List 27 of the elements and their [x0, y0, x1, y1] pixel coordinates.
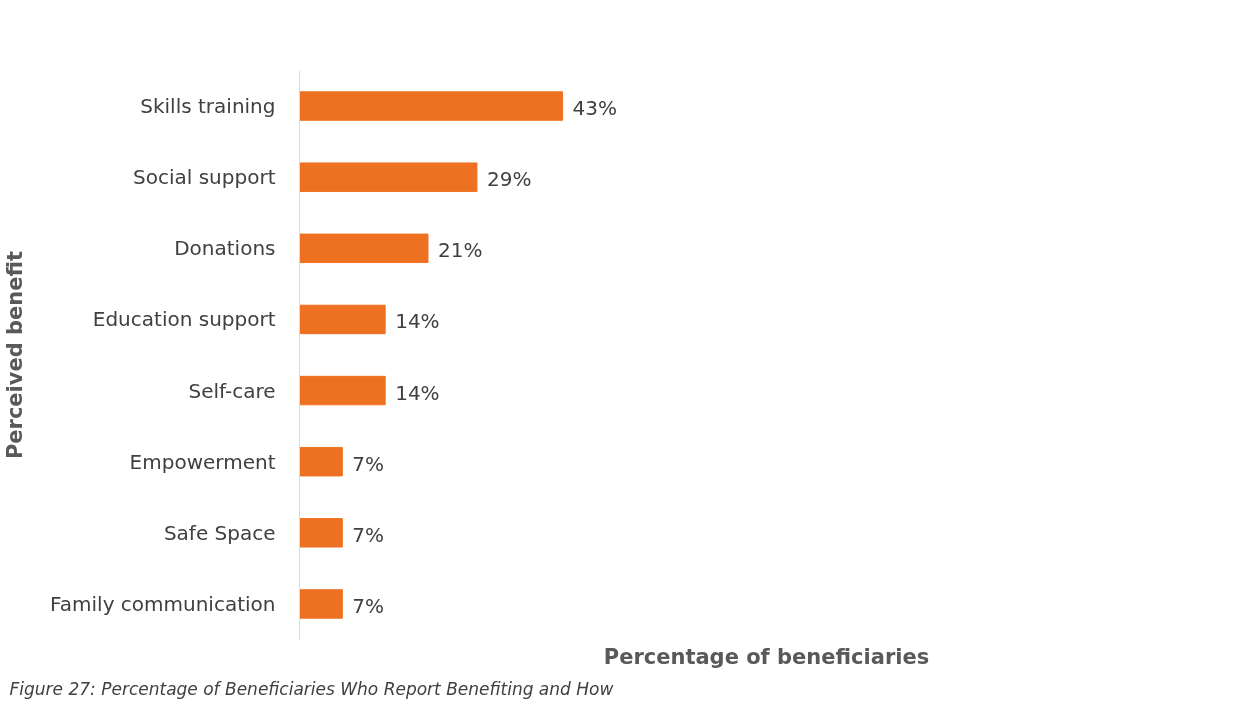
data-label: 7%	[352, 593, 385, 618]
bar	[299, 304, 386, 335]
x-axis-title: Percentage of beneficiaries	[603, 644, 930, 669]
data-label: 7%	[352, 522, 385, 547]
y-tick-label: Family communication	[50, 591, 276, 616]
y-tick-label: Education support	[92, 307, 276, 332]
y-tick-label: Empowerment	[129, 449, 276, 474]
bar	[299, 518, 343, 548]
data-label: 21%	[437, 238, 483, 263]
y-tick-label: Safe Space	[163, 520, 276, 545]
data-label: 7%	[352, 451, 385, 476]
y-tick-label: Donations	[174, 236, 276, 261]
bar	[299, 162, 478, 192]
data-label: 14%	[395, 309, 440, 334]
bar	[299, 589, 343, 619]
y-axis-title: Perceived benefit	[3, 250, 28, 460]
data-label: 29%	[486, 167, 532, 192]
data-label: 43%	[572, 96, 618, 121]
bar	[299, 375, 386, 406]
bar	[299, 233, 429, 264]
bar	[299, 446, 343, 477]
bar	[299, 91, 564, 121]
y-tick-label: Skills training	[140, 94, 276, 119]
y-tick-label: Self-care	[188, 378, 276, 403]
y-tick-label: Social support	[133, 165, 276, 190]
caption: Figure 27: Percentage of Beneficiaries Who Report Benefiting and How	[9, 678, 614, 699]
data-label: 14%	[395, 380, 440, 405]
